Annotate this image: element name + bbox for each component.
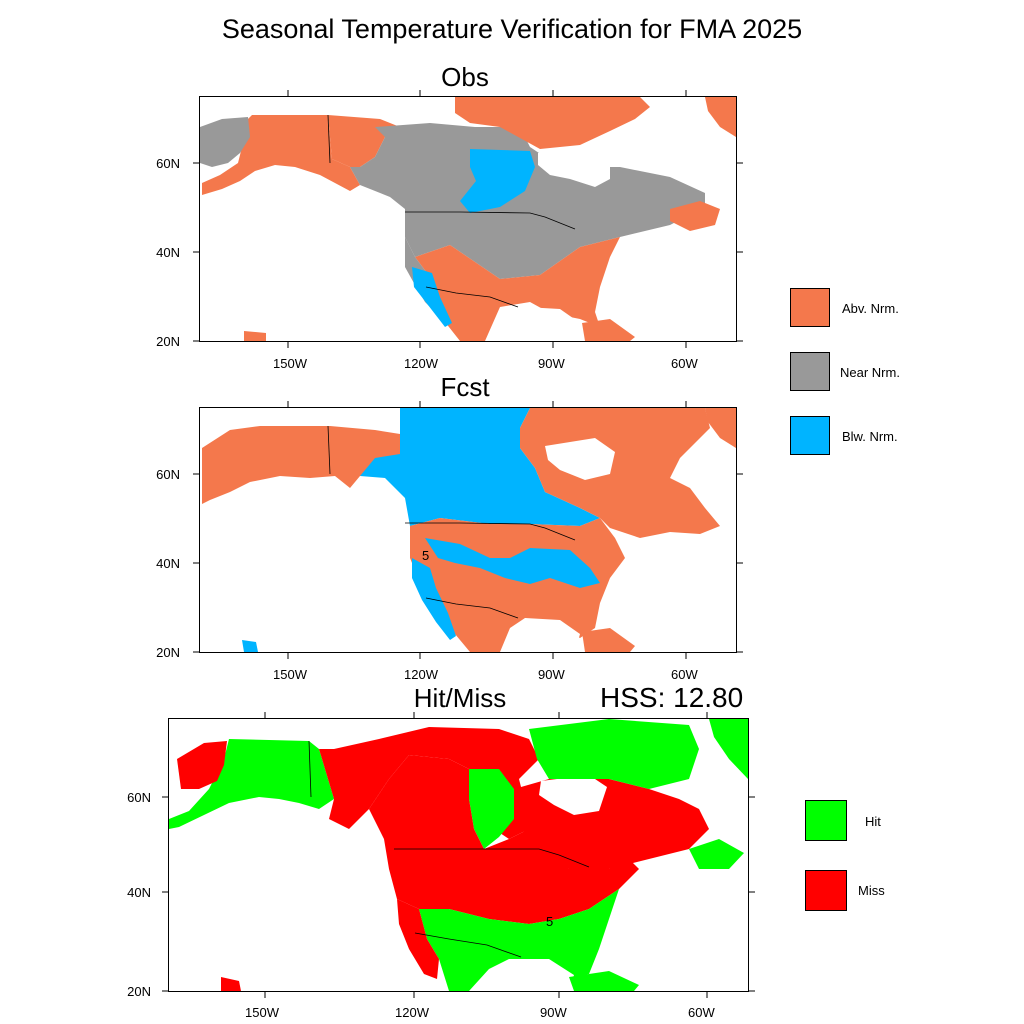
fcst-lat-60n: 60N xyxy=(156,467,180,482)
hitmiss-map-svg xyxy=(169,719,748,991)
fcst-lat-20n: 20N xyxy=(156,645,180,660)
hitmiss-region-caribbean-hit xyxy=(569,971,639,991)
fcst-gulf xyxy=(520,618,580,652)
hitmiss-us-canada-border xyxy=(394,848,590,868)
hitmiss-lon-120w: 120W xyxy=(395,1005,429,1020)
hss-score: HSS: 12.80 xyxy=(600,682,744,713)
figure-title: Seasonal Temperature Verification for FM… xyxy=(221,14,803,44)
obs-lon-150w: 150W xyxy=(273,356,307,371)
obs-gulf xyxy=(520,307,580,341)
hitmiss-region-aleutian-miss xyxy=(177,741,227,789)
fcst-lat-40n: 40N xyxy=(156,556,180,571)
fcst-region-east-canada xyxy=(520,408,720,538)
legend-swatch-hit xyxy=(805,800,847,841)
obs-region-us-above xyxy=(415,237,620,341)
hitmiss-hudson-bay xyxy=(539,775,607,815)
fcst-us-canada-border xyxy=(405,522,576,541)
obs-region-hawaii xyxy=(244,331,266,341)
legend-label-near: Near Nrm. xyxy=(840,365,900,380)
hitmiss-region-arctic-hit xyxy=(529,719,699,789)
obs-lon-120w: 120W xyxy=(404,356,438,371)
fcst-alaska-border xyxy=(327,425,331,475)
fcst-region-hawaii xyxy=(242,640,258,652)
hitmiss-region-greenland-hit xyxy=(709,719,748,779)
obs-panel-title: Obs xyxy=(441,62,489,92)
fcst-region-alaska xyxy=(202,426,400,504)
fcst-contour-label: 5 xyxy=(422,548,430,563)
fcst-panel-title: Fcst xyxy=(440,372,490,402)
hitmiss-contour-label: 5 xyxy=(546,914,554,929)
hitmiss-lon-150w: 150W xyxy=(245,1005,279,1020)
hitmiss-mexico-border xyxy=(414,932,522,958)
fcst-region-sw-below xyxy=(412,558,456,640)
obs-region-east-canada xyxy=(670,201,720,231)
obs-region-canada-below xyxy=(460,149,535,213)
legend-swatch-below xyxy=(790,416,830,455)
fcst-map-svg xyxy=(202,408,736,652)
hitmiss-lat-40n: 40N xyxy=(127,885,151,900)
fcst-map xyxy=(199,407,737,653)
legend-label-hit: Hit xyxy=(865,814,881,829)
fcst-region-caribbean xyxy=(582,628,635,652)
fcst-region-greenland xyxy=(705,408,736,448)
fcst-lon-150w: 150W xyxy=(273,667,307,682)
obs-map xyxy=(199,96,737,342)
fcst-lon-90w: 90W xyxy=(538,667,565,682)
hitmiss-lon-60w: 60W xyxy=(688,1005,715,1020)
legend-swatch-miss xyxy=(805,870,847,911)
hitmiss-region-maritime-hit xyxy=(689,839,744,869)
hitmiss-alaska-border xyxy=(308,740,312,798)
hitmiss-region-sw-miss xyxy=(397,899,439,979)
hitmiss-gulf xyxy=(507,959,574,991)
obs-region-canada-near xyxy=(350,123,705,279)
obs-region-sw-below xyxy=(412,267,452,327)
fcst-lon-60w: 60W xyxy=(671,667,698,682)
obs-us-canada-border xyxy=(405,211,576,230)
legend-label-below: Blw. Nrm. xyxy=(842,429,898,444)
fcst-lon-120w: 120W xyxy=(404,667,438,682)
obs-region-caribbean xyxy=(582,319,635,341)
fcst-region-us-below xyxy=(425,538,600,588)
obs-lon-90w: 90W xyxy=(538,356,565,371)
obs-map-svg xyxy=(200,97,736,341)
legend-label-above: Abv. Nrm. xyxy=(842,301,899,316)
hitmiss-region-us-hit xyxy=(419,889,619,991)
obs-region-aleutian-near xyxy=(200,117,250,167)
hitmiss-map xyxy=(168,718,749,992)
hitmiss-lat-60n: 60N xyxy=(127,790,151,805)
hitmiss-region-alaska-hit xyxy=(169,739,334,829)
obs-lat-60n: 60N xyxy=(156,156,180,171)
hitmiss-lat-20n: 20N xyxy=(127,984,151,999)
hitmiss-region-hawaii-miss xyxy=(221,977,241,991)
obs-region-arctic xyxy=(455,97,650,149)
hitmiss-lon-90w: 90W xyxy=(540,1005,567,1020)
legend-swatch-above xyxy=(790,288,830,327)
obs-region-greenland xyxy=(705,97,736,137)
fcst-mexico-border xyxy=(425,597,519,619)
hitmiss-region-us-miss xyxy=(369,755,639,924)
hitmiss-panel-title: Hit/Miss xyxy=(413,683,507,713)
legend-label-miss: Miss xyxy=(858,883,885,898)
obs-lon-60w: 60W xyxy=(671,356,698,371)
fcst-region-canada-below xyxy=(360,408,600,526)
obs-alaska-border xyxy=(327,114,331,164)
obs-lat-20n: 20N xyxy=(156,334,180,349)
hitmiss-region-canada-hit xyxy=(469,769,514,849)
obs-lat-40n: 40N xyxy=(156,245,180,260)
fcst-hudson-bay xyxy=(545,438,615,480)
obs-mexico-border xyxy=(425,286,519,308)
legend-swatch-near xyxy=(790,352,830,391)
obs-hudson-bay xyxy=(538,147,610,187)
